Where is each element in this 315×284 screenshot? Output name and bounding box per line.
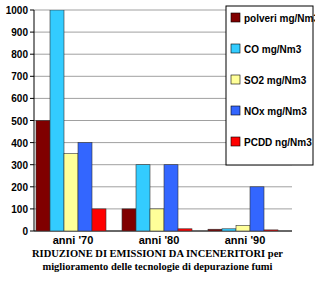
- bar: [178, 229, 192, 231]
- y-tick-label: 0: [22, 226, 28, 237]
- tick-mark: [30, 142, 34, 143]
- tick-mark: [30, 120, 34, 121]
- legend-label: polveri mg/Nm3: [244, 13, 315, 24]
- bar: [236, 225, 250, 231]
- x-tick-label: anni '70: [53, 234, 94, 246]
- legend-label: CO mg/Nm3: [244, 44, 302, 55]
- x-tick-label: anni '80: [139, 234, 180, 246]
- y-axis: [34, 10, 35, 231]
- y-tick-label: 600: [11, 93, 28, 104]
- tick-mark: [30, 32, 34, 33]
- y-tick-label: 500: [11, 116, 28, 127]
- legend-label: PCDD ng/Nm3: [244, 137, 312, 148]
- bar: [36, 121, 50, 232]
- bar: [264, 230, 278, 231]
- legend-swatch: [231, 106, 240, 115]
- y-tick-label: 400: [11, 138, 28, 149]
- bar: [222, 229, 236, 231]
- tick-mark: [30, 164, 34, 165]
- bar: [136, 165, 150, 231]
- bar: [78, 143, 92, 231]
- chart-svg: 0 100 200 300 400 500 600 700 800 900 1000 anni '70…: [0, 0, 315, 284]
- y-tick-label: 900: [11, 27, 28, 38]
- tick-mark: [30, 208, 34, 209]
- y-tick-label: 1000: [6, 5, 29, 16]
- legend-label: SO2 mg/Nm3: [244, 75, 307, 86]
- bar: [150, 209, 164, 231]
- bar: [50, 10, 64, 231]
- bar: [122, 209, 136, 231]
- legend-swatch: [231, 75, 240, 84]
- bar: [250, 187, 264, 231]
- y-tick-label: 200: [11, 182, 28, 193]
- legend: polveri mg/Nm3 CO mg/Nm3 SO2 mg/Nm3 NOx mg/…: [226, 6, 315, 165]
- legend-swatch: [231, 13, 240, 22]
- bar: [208, 229, 222, 231]
- legend-swatch: [231, 137, 240, 146]
- tick-mark: [30, 10, 34, 11]
- bar: [92, 209, 106, 231]
- x-tick-label: anni '90: [225, 234, 266, 246]
- bar: [64, 154, 78, 231]
- y-tick-label: 300: [11, 160, 28, 171]
- tick-mark: [30, 76, 34, 77]
- legend-swatch: [231, 44, 240, 53]
- chart-wrap: 0 100 200 300 400 500 600 700 800 900 1000 anni '70…: [0, 0, 315, 284]
- tick-mark: [30, 231, 34, 232]
- tick-mark: [30, 186, 34, 187]
- legend-box: [226, 6, 313, 165]
- y-tick-label: 800: [11, 49, 28, 60]
- y-tick-label: 700: [11, 71, 28, 82]
- legend-label: NOx mg/Nm3: [244, 106, 307, 117]
- bar: [164, 165, 178, 231]
- chart-title: RIDUZIONE DI EMISSIONI DA INCENERITORI p…: [12, 247, 303, 273]
- tick-mark: [30, 98, 34, 99]
- tick-mark: [30, 54, 34, 55]
- y-tick-label: 100: [11, 204, 28, 215]
